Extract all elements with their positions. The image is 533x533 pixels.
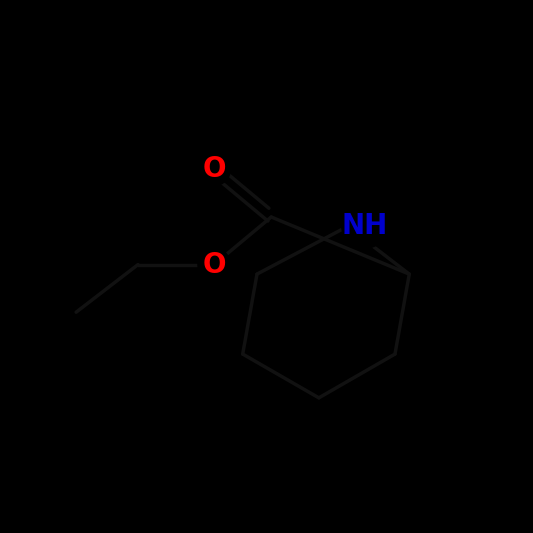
Text: O: O [203, 156, 226, 183]
Circle shape [198, 154, 230, 185]
Circle shape [198, 248, 230, 281]
Text: NH: NH [342, 212, 387, 239]
Circle shape [342, 203, 387, 248]
Text: O: O [203, 251, 226, 279]
